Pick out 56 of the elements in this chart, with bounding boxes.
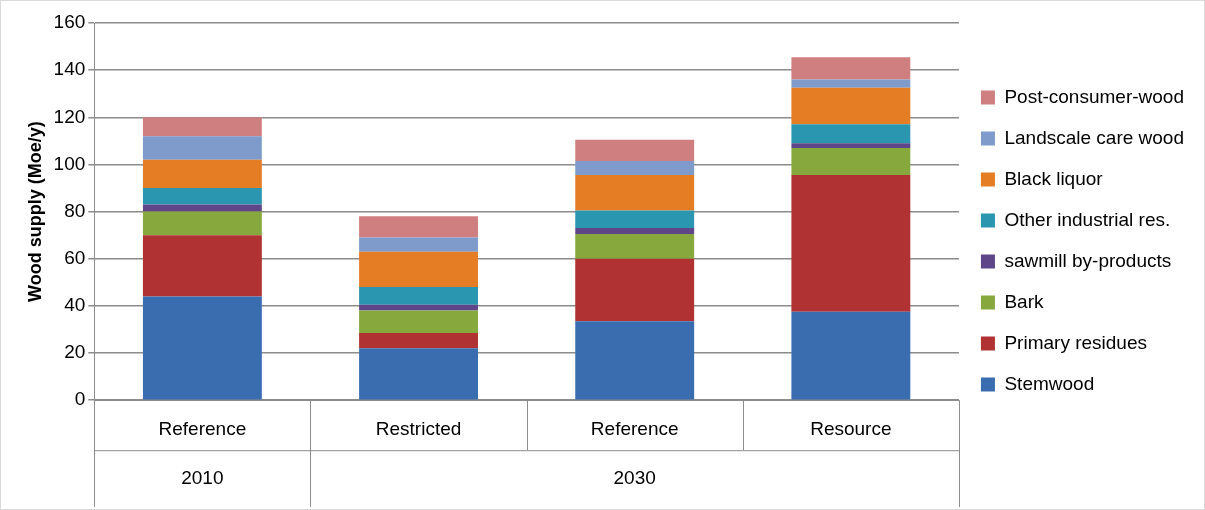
bar [359, 310, 478, 334]
y-tick-label: 80 [64, 199, 86, 221]
bar [575, 210, 695, 229]
bar [791, 57, 911, 80]
y-tick-label: 40 [64, 294, 86, 316]
bar [791, 87, 911, 125]
legend-label: Post-consumer-wood [1004, 85, 1184, 107]
bar [359, 348, 478, 400]
y-tick-label: 120 [53, 105, 86, 127]
y-axis-title: Wood supply (Moe/y) [24, 121, 45, 302]
bar [575, 139, 695, 161]
y-tick-label: 60 [64, 246, 86, 268]
legend-label: Primary residues [1004, 331, 1147, 353]
bar [791, 124, 911, 144]
y-tick-label: 140 [53, 58, 86, 80]
y-tick-label: 0 [74, 388, 86, 410]
bar [575, 258, 695, 322]
x-tick-label: Resource [810, 417, 892, 439]
bar [359, 251, 478, 288]
legend-label: Stemwood [1004, 372, 1095, 394]
x-tick-label: Reference [158, 417, 247, 439]
bar [575, 234, 695, 259]
bar [142, 211, 262, 236]
bar [359, 216, 478, 238]
bar [359, 333, 478, 349]
bar [791, 175, 911, 312]
bar [575, 321, 695, 400]
bar [142, 159, 262, 189]
bar [575, 175, 695, 211]
bar [142, 136, 262, 160]
bar [142, 117, 262, 137]
y-tick-label: 160 [53, 11, 86, 33]
y-tick-label: 20 [64, 341, 86, 363]
bar [359, 304, 478, 311]
bar [142, 296, 262, 400]
bar [791, 143, 911, 148]
bar [142, 188, 262, 205]
x-tick-label: Restricted [375, 417, 462, 439]
legend-label: Landscale care wood [1004, 126, 1185, 148]
bar [575, 228, 695, 234]
bar [142, 235, 262, 297]
bar [575, 160, 695, 176]
bar [359, 237, 478, 252]
text: 2010 [181, 466, 224, 488]
legend-label: Black liquor [1004, 167, 1104, 189]
bar [791, 147, 911, 176]
text: 2030 [613, 466, 656, 488]
y-tick-label: 100 [53, 152, 86, 174]
x-tick-label: Reference [590, 417, 679, 439]
legend-label: Other industrial res. [1004, 208, 1171, 230]
bar [791, 79, 911, 88]
legend-label: Bark [1004, 290, 1044, 312]
bar [791, 311, 911, 400]
bar [359, 287, 478, 305]
bar [142, 204, 262, 212]
legend-label: sawmill by-products [1004, 249, 1172, 271]
